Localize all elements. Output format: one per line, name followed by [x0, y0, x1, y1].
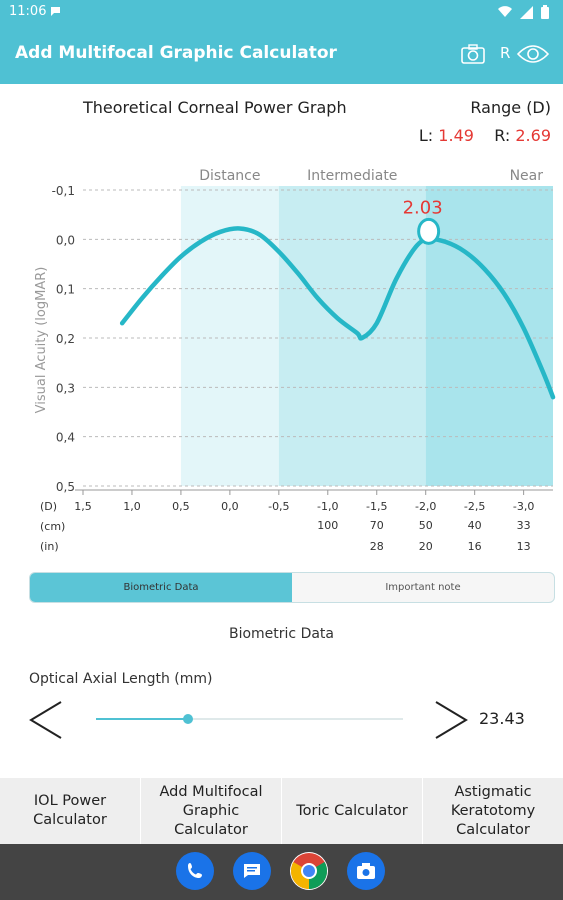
- axial-length-label: Optical Axial Length (mm): [29, 671, 213, 687]
- status-bar: 11:06: [0, 0, 563, 24]
- eye-side-label[interactable]: R: [500, 44, 511, 62]
- x-tick-label-cm: 33: [517, 519, 531, 532]
- app-dock: [176, 852, 385, 890]
- graph-title: Theoretical Corneal Power Graph: [83, 98, 347, 117]
- x-tick-label-d: 0,0: [221, 500, 239, 513]
- decrease-arrow-icon[interactable]: [28, 700, 64, 744]
- x-tick-label-d: 0,5: [172, 500, 190, 513]
- system-icons: [498, 5, 549, 19]
- peak-marker: [417, 217, 441, 245]
- x-tick-label-cm: 50: [419, 519, 433, 532]
- slider-fill: [96, 718, 189, 720]
- x-row-label: (cm): [40, 520, 65, 533]
- right-range-value: 2.69: [515, 126, 551, 145]
- range-title: Range (D): [470, 98, 551, 117]
- camera-icon[interactable]: [461, 44, 485, 68]
- visual-acuity-chart: Distance Intermediate Near -0,1 0,0 0,1 0,2 0,3…: [34, 168, 556, 553]
- zone-band-intermediate: [278, 186, 426, 486]
- x-tick-label-d: -2,5: [464, 500, 485, 513]
- status-time: 11:06: [9, 4, 47, 19]
- chrome-icon[interactable]: [290, 852, 328, 890]
- zone-band-near: [425, 186, 553, 486]
- visual-acuity-curve: [119, 226, 556, 400]
- tab-important-note[interactable]: Important note: [385, 582, 461, 593]
- zone-label-near: Near: [510, 168, 544, 184]
- wifi-icon: [498, 6, 512, 18]
- x-tick-label-d: -2,0: [415, 500, 436, 513]
- x-tick-label-cm: 100: [317, 519, 338, 532]
- y-tick-label: -0,1: [52, 184, 75, 198]
- tab-astigmatic-keratotomy-calculator[interactable]: Astigmatic Keratotomy Calculator: [423, 778, 563, 844]
- x-row-label: (in): [40, 540, 59, 553]
- y-tick-label: 0,1: [56, 283, 75, 297]
- eye-icon[interactable]: [516, 44, 550, 68]
- x-tick-label-cm: 70: [370, 519, 384, 532]
- app-bar: Add Multifocal Graphic Calculator R: [0, 24, 563, 84]
- axial-length-value: 23.43: [479, 709, 525, 728]
- tab-biometric-data[interactable]: Biometric Data: [30, 573, 292, 602]
- axial-length-slider[interactable]: [96, 714, 403, 724]
- y-tick-label: 0,4: [56, 431, 75, 445]
- x-tick-label-d: 1,5: [74, 500, 92, 513]
- bottom-navigation: IOL Power Calculator Add Multifocal Grap…: [0, 778, 563, 844]
- y-tick-label: 0,5: [56, 480, 75, 494]
- zone-label-distance: Distance: [199, 168, 260, 184]
- message-notification-icon: [50, 6, 61, 21]
- x-tick-label-in: 20: [419, 540, 433, 553]
- data-tabs: Biometric Data Important note: [29, 572, 555, 603]
- range-values: L: 1.49 R: 2.69: [419, 126, 551, 145]
- x-tick-label-in: 28: [370, 540, 384, 553]
- zone-label-intermediate: Intermediate: [307, 168, 397, 184]
- x-tick-label-in: 16: [468, 540, 482, 553]
- x-tick-label-d: 1,0: [123, 500, 141, 513]
- tab-iol-power-calculator[interactable]: IOL Power Calculator: [0, 778, 141, 844]
- system-navigation-bar: [0, 844, 563, 900]
- x-tick-label-d: -1,5: [366, 500, 387, 513]
- left-range-prefix: L:: [418, 126, 434, 145]
- y-axis-label: Visual Acuity (logMAR): [34, 267, 49, 414]
- y-tick-label: 0,3: [56, 381, 75, 395]
- x-tick-label-d: -0,5: [268, 500, 289, 513]
- tab-add-multifocal-calculator[interactable]: Add Multifocal Graphic Calculator: [141, 778, 282, 844]
- messages-icon[interactable]: [233, 852, 271, 890]
- signal-icon: [520, 5, 533, 19]
- x-tick-label-in: 13: [517, 540, 531, 553]
- slider-thumb[interactable]: [183, 714, 194, 724]
- y-tick-label: 0,0: [56, 233, 75, 247]
- increase-arrow-icon[interactable]: [433, 700, 469, 744]
- tab-toric-calculator[interactable]: Toric Calculator: [282, 778, 423, 844]
- x-tick-label-cm: 40: [468, 519, 482, 532]
- section-title: Biometric Data: [228, 626, 335, 642]
- phone-icon[interactable]: [176, 852, 214, 890]
- peak-label: 2.03: [403, 197, 443, 218]
- x-tick-label-d: -3,0: [513, 500, 534, 513]
- y-tick-label: 0,2: [56, 332, 75, 346]
- battery-icon: [541, 5, 549, 19]
- left-range-value: 1.49: [438, 126, 474, 145]
- x-row-label: (D): [40, 500, 57, 513]
- x-tick-label-d: -1,0: [317, 500, 338, 513]
- right-range-prefix: R:: [494, 126, 511, 145]
- app-title: Add Multifocal Graphic Calculator: [15, 43, 337, 63]
- camera-app-icon[interactable]: [347, 852, 385, 890]
